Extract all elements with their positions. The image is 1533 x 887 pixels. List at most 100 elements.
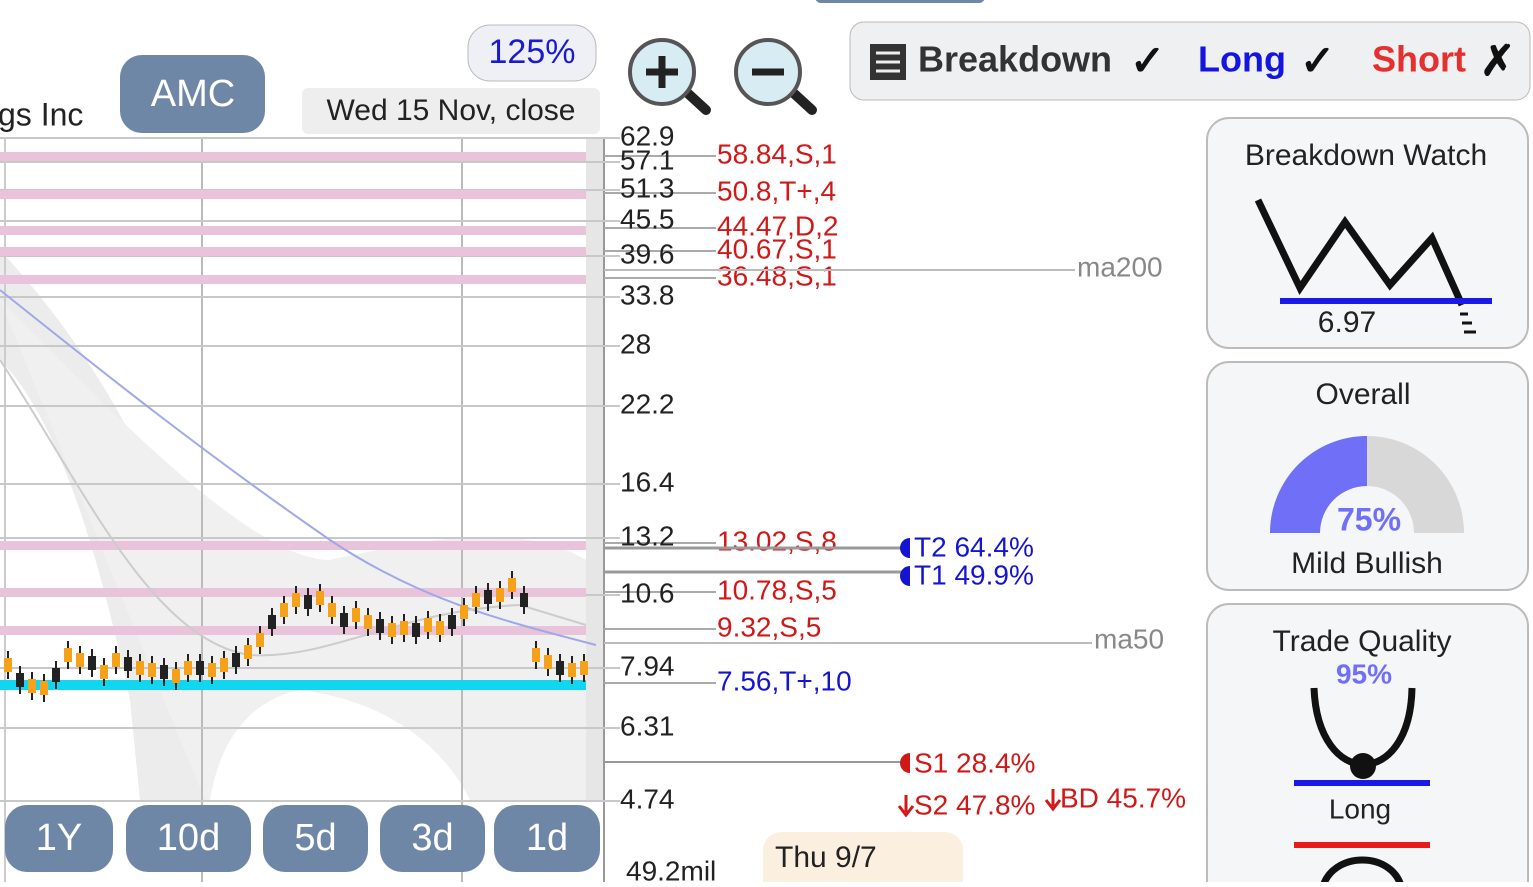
period-label: 5d	[294, 817, 336, 859]
band-shade	[0, 300, 586, 800]
candle-body	[400, 621, 408, 635]
candle-body	[484, 590, 492, 604]
candle-body	[520, 593, 528, 607]
volume-label: 49.2mil	[626, 855, 716, 882]
period-button[interactable]	[263, 805, 368, 872]
panel-value: 95%	[1336, 658, 1392, 689]
candle-body	[136, 661, 144, 675]
ma-label: ma50	[1094, 623, 1164, 654]
candle-body	[304, 595, 312, 609]
zoom-in[interactable]	[628, 38, 711, 115]
zoom: 125%	[489, 33, 576, 71]
candle-body	[448, 615, 456, 629]
period-label: 1d	[526, 817, 568, 859]
level-bands	[0, 152, 586, 635]
candle-body	[184, 661, 192, 675]
period-button[interactable]	[380, 805, 485, 872]
zoom-box[interactable]	[467, 24, 597, 82]
candle-body	[16, 673, 24, 687]
ticker: AMC	[151, 73, 235, 115]
candle-body	[112, 653, 120, 667]
tooltip: Thu 9/7	[775, 841, 877, 874]
level-label: 7.56,T+,10	[717, 665, 852, 696]
ma-line	[0, 359, 587, 657]
dome-icon	[1319, 856, 1405, 887]
period-button[interactable]	[494, 805, 600, 872]
candle-body	[544, 655, 552, 669]
candle-body	[424, 618, 432, 632]
panel-label: Mild Bullish	[1291, 547, 1443, 580]
zoom-out[interactable]	[734, 38, 817, 115]
period-label: 3d	[411, 817, 453, 859]
period-button[interactable]	[5, 805, 113, 872]
candle-body	[496, 588, 504, 602]
panel-label: Long	[1329, 793, 1391, 824]
tick-label: 33.8	[620, 279, 675, 310]
level-label: 9.32,S,5	[717, 611, 821, 642]
candle-body	[316, 591, 324, 605]
scroll-strip	[586, 138, 604, 802]
candle-body	[40, 681, 48, 695]
candle-body	[4, 658, 12, 672]
candle-body	[388, 623, 396, 637]
candle-body	[160, 665, 168, 679]
long-toggle[interactable]: Long	[1198, 39, 1286, 80]
period-button[interactable]	[126, 805, 251, 872]
tick-label: 16.4	[620, 466, 675, 497]
tick-label: 39.6	[620, 238, 675, 269]
candle-body	[208, 663, 216, 677]
candle-body	[256, 633, 264, 647]
candle-body	[376, 619, 384, 633]
tick-label: 45.5	[620, 203, 675, 234]
panel-value: 75%	[1337, 501, 1401, 537]
candle-body	[364, 615, 372, 629]
candle-body	[124, 657, 132, 671]
candle-body	[292, 593, 300, 607]
candle-body	[100, 665, 108, 679]
period-label: 1Y	[36, 817, 82, 859]
check: ✓	[1300, 37, 1335, 84]
date-box	[302, 88, 600, 134]
candle-body	[232, 653, 240, 667]
chart-area	[0, 137, 620, 882]
panel[interactable]	[1206, 117, 1529, 349]
candle-body	[556, 661, 564, 675]
level-label: 10.78,S,5	[717, 574, 837, 605]
check: ✓	[1130, 37, 1165, 84]
toolbar	[849, 21, 1531, 101]
candle-body	[352, 608, 360, 622]
level-label: 36.48,S,1	[717, 260, 837, 291]
tab[interactable]	[815, 0, 985, 3]
short-toggle[interactable]: Short	[1372, 39, 1466, 80]
tick-label: 62.9	[620, 120, 675, 151]
cross: ✗	[1480, 37, 1515, 84]
candle-body	[148, 663, 156, 677]
candle-body	[508, 578, 516, 592]
candle-body	[52, 668, 60, 682]
pattern-icon	[1254, 198, 1466, 307]
date: Wed 15 Nov, close	[326, 94, 575, 127]
menu-icon[interactable]	[870, 44, 906, 80]
breakdown-toggle[interactable]: Breakdown	[918, 39, 1112, 80]
candle-body	[532, 648, 540, 662]
candles	[4, 571, 588, 702]
candle-body	[172, 669, 180, 683]
ma-label: ma200	[1077, 251, 1163, 282]
breakdown-level: BD 45.7%	[1060, 782, 1186, 813]
panel[interactable]	[1206, 603, 1529, 887]
panel-value: 6.97	[1318, 306, 1376, 339]
gauge-fill	[1270, 436, 1367, 533]
tick-label: 10.6	[620, 577, 675, 608]
panel-title: Breakdown Watch	[1245, 139, 1487, 172]
candle-body	[196, 661, 204, 675]
period-label: 10d	[157, 817, 220, 859]
tooltip-box	[763, 832, 963, 887]
target: T2 64.4%	[914, 531, 1034, 562]
candle-body	[412, 623, 420, 637]
candle-body	[268, 615, 276, 629]
tick-label: 28	[620, 328, 651, 359]
ticker-button[interactable]	[120, 55, 265, 133]
candle-body	[220, 658, 228, 672]
tick-label: 22.2	[620, 388, 675, 419]
